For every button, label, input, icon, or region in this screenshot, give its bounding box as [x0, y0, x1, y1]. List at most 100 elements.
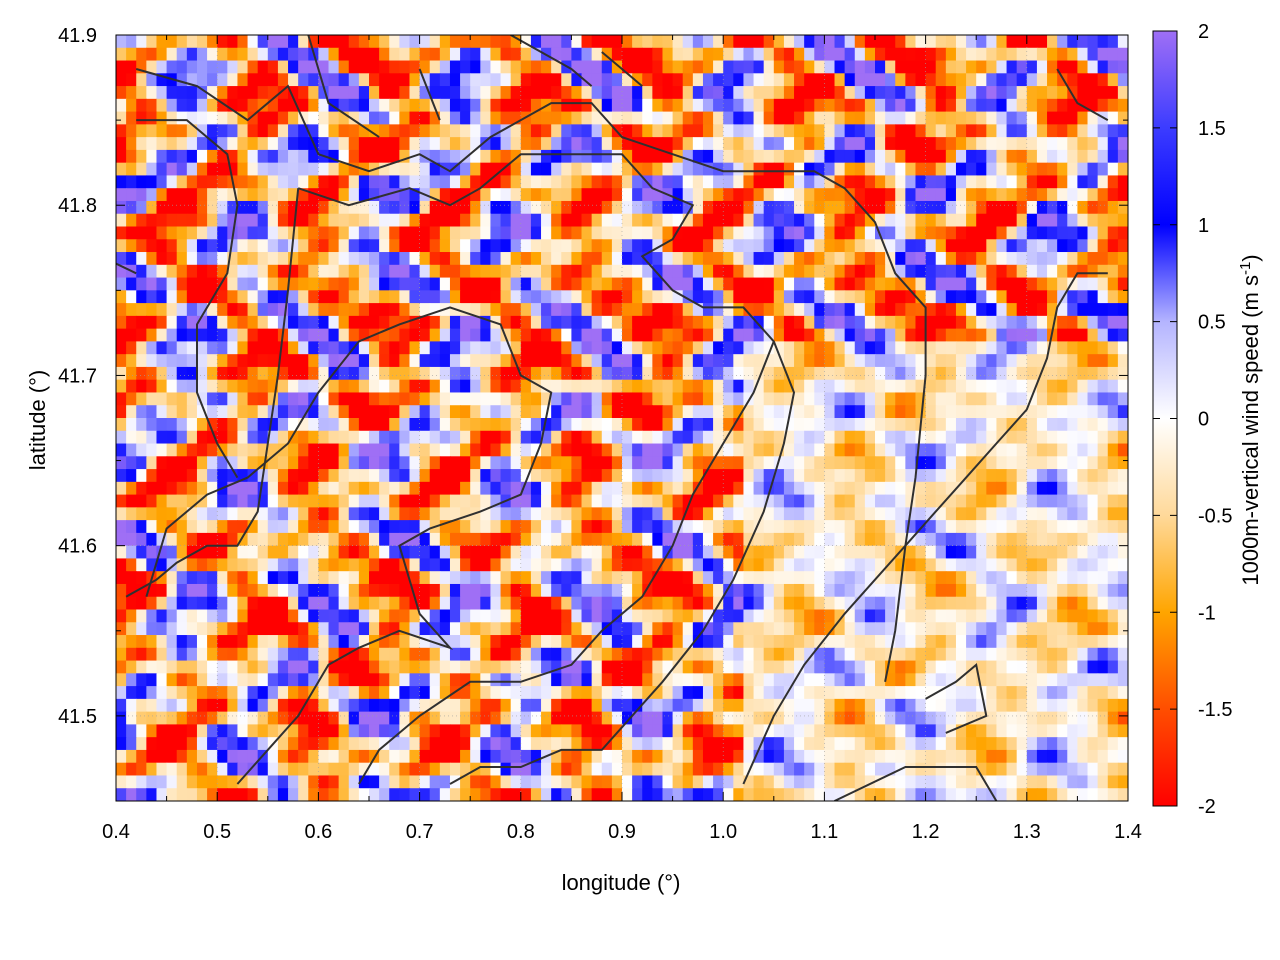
heatmap-cell [338, 47, 350, 62]
heatmap-cell [520, 328, 532, 342]
heatmap-cell [318, 47, 330, 62]
heatmap-cell [237, 520, 249, 534]
heatmap-cell [237, 507, 249, 521]
heatmap-cell [591, 73, 603, 87]
heatmap-cell [945, 379, 957, 394]
heatmap-cell [875, 532, 886, 547]
heatmap-cell [672, 315, 684, 330]
heatmap-cell [996, 622, 1008, 636]
heatmap-cell [348, 635, 360, 649]
heatmap-cell [530, 86, 542, 100]
heatmap-cell [166, 481, 178, 496]
heatmap-cell [328, 507, 340, 521]
heatmap-cell [186, 264, 198, 279]
heatmap-cell [358, 583, 370, 598]
heatmap-cell [702, 405, 714, 419]
heatmap-cell [196, 341, 208, 355]
heatmap-cell [885, 328, 896, 342]
heatmap-cell [783, 392, 795, 406]
heatmap-cell [1016, 366, 1028, 381]
heatmap-cell [1036, 596, 1048, 611]
heatmap-cell [196, 354, 208, 368]
heatmap-cell [1016, 609, 1028, 623]
heatmap-cell [591, 162, 603, 177]
heatmap-cell [227, 47, 239, 62]
heatmap-cell [864, 405, 876, 419]
heatmap-cell [379, 73, 390, 87]
heatmap-cell [986, 239, 998, 253]
heatmap-cell [804, 443, 815, 457]
heatmap-cell [156, 111, 168, 125]
heatmap-cell [986, 111, 998, 125]
heatmap-cell [237, 239, 249, 253]
heatmap-cell [348, 456, 360, 470]
heatmap-cell [338, 290, 350, 304]
heatmap-cell [571, 162, 583, 177]
heatmap-cell [480, 35, 492, 49]
heatmap-cell [854, 98, 866, 113]
heatmap-cell [227, 60, 239, 74]
heatmap-cell [692, 200, 704, 215]
heatmap-cell [723, 558, 734, 572]
heatmap-cell [116, 660, 127, 674]
heatmap-cell [1057, 571, 1068, 585]
heatmap-cell [379, 507, 390, 521]
heatmap-cell [915, 35, 927, 49]
heatmap-cell [1036, 252, 1048, 266]
heatmap-cell [632, 609, 643, 623]
heatmap-cell [429, 315, 441, 330]
heatmap-cell [935, 98, 947, 113]
heatmap-cell [500, 354, 512, 368]
heatmap-cell [571, 137, 583, 151]
heatmap-cell [966, 609, 977, 623]
heatmap-cell [460, 328, 471, 342]
heatmap-cell [844, 520, 856, 534]
heatmap-cell [409, 443, 421, 457]
heatmap-cell [510, 188, 522, 202]
heatmap-cell [581, 622, 593, 636]
heatmap-cell [1036, 73, 1048, 87]
heatmap-cell [419, 443, 431, 457]
heatmap-cell [875, 252, 886, 266]
heatmap-cell [986, 660, 998, 674]
heatmap-cell [217, 596, 228, 611]
heatmap-cell [864, 609, 876, 623]
heatmap-cell [520, 545, 532, 560]
heatmap-cell [1117, 35, 1128, 49]
heatmap-cell [1026, 520, 1038, 534]
heatmap-cell [875, 558, 886, 572]
heatmap-cell [986, 175, 998, 189]
heatmap-cell [723, 418, 734, 432]
heatmap-cell [905, 73, 917, 87]
heatmap-cell [257, 162, 269, 177]
heatmap-cell [642, 443, 653, 457]
heatmap-cell [713, 520, 724, 534]
heatmap-cell [1067, 571, 1078, 585]
heatmap-cell [439, 60, 451, 74]
heatmap-cell [945, 647, 957, 662]
heatmap-cell [713, 481, 724, 496]
heatmap-cell [227, 635, 239, 649]
heatmap-cell [1047, 609, 1058, 623]
heatmap-cell [328, 418, 340, 432]
heatmap-cell [510, 47, 522, 62]
heatmap-cell [1077, 456, 1089, 470]
heatmap-cell [864, 392, 876, 406]
heatmap-cell [986, 430, 998, 445]
heatmap-cell [460, 200, 471, 215]
heatmap-cell [409, 226, 421, 240]
heatmap-cell [207, 647, 218, 662]
heatmap-cell [510, 596, 522, 611]
heatmap-cell [460, 98, 471, 113]
heatmap-cell [581, 86, 593, 100]
heatmap-cell [196, 86, 208, 100]
heatmap-cell [419, 47, 431, 62]
heatmap-cell [733, 609, 745, 623]
heatmap-cell [642, 47, 653, 62]
heatmap-cell [875, 60, 886, 74]
heatmap-cell [470, 328, 481, 342]
heatmap-cell [692, 328, 704, 342]
heatmap-cell [379, 532, 390, 547]
heatmap-cell [652, 520, 664, 534]
heatmap-cell [156, 481, 168, 496]
